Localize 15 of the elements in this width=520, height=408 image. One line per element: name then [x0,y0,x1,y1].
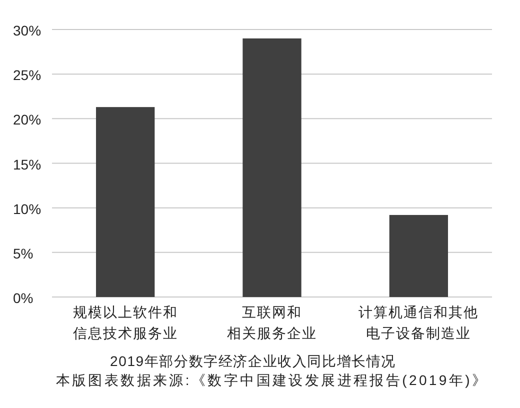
y-tick-label: 30% [13,22,42,38]
x-tick-label: 互联网和相关服务企业 [226,303,318,343]
y-tick-label: 15% [13,156,42,172]
bar [96,107,155,297]
text: 2019年部分数字经济企业收入同比增长情况 [110,353,396,369]
y-tick-label: 10% [13,200,42,217]
y-tick-label: 0% [13,290,34,306]
x-tick-label: 计算机通信和其他电子设备制造业 [358,303,480,343]
text: 本版图表数据来源:《数字中国建设发展进程报告(2019年)》 [56,372,488,388]
bar [389,214,448,297]
bar [242,38,302,297]
x-tick-label: 规模以上软件和信息技术服务业 [72,303,179,343]
y-tick-label: 25% [13,67,42,84]
y-tick-label: 20% [13,112,42,128]
y-tick-label: 5% [13,245,34,262]
